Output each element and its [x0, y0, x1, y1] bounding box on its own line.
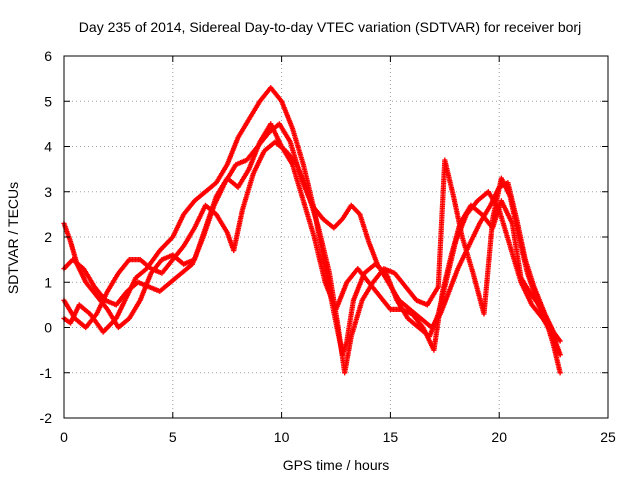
y-tick-label: 6: [44, 48, 52, 64]
y-tick-label: -1: [40, 365, 53, 381]
series-track-c: [61, 121, 563, 376]
series-track-d: [61, 139, 563, 376]
trace-markers: [61, 122, 563, 374]
x-axis-label: GPS time / hours: [283, 457, 390, 473]
x-tick-label: 25: [600, 429, 616, 445]
y-tick-label: 3: [44, 184, 52, 200]
x-tick-label: 5: [169, 429, 177, 445]
grid: [64, 56, 608, 418]
series-track-a: [61, 85, 563, 358]
y-tick-label: 5: [44, 93, 52, 109]
y-tick-label: 0: [44, 320, 52, 336]
axis-ticks: 0 5 10 15 20 25 -2 -1 0 1 2 3 4 5 6: [40, 48, 616, 445]
x-tick-label: 10: [274, 429, 290, 445]
y-axis-label: SDTVAR / TECUs: [5, 182, 21, 294]
y-tick-label: 2: [44, 229, 52, 245]
y-tick-label: 4: [44, 139, 52, 155]
x-tick-label: 0: [60, 429, 68, 445]
x-tick-label: 20: [491, 429, 507, 445]
trace-markers: [62, 140, 563, 374]
x-tick-label: 15: [383, 429, 399, 445]
y-tick-label: -2: [40, 410, 53, 426]
data-series: [61, 85, 563, 376]
y-tick-label: 1: [44, 274, 52, 290]
chart-title: Day 235 of 2014, Sidereal Day-to-day VTE…: [79, 19, 581, 35]
